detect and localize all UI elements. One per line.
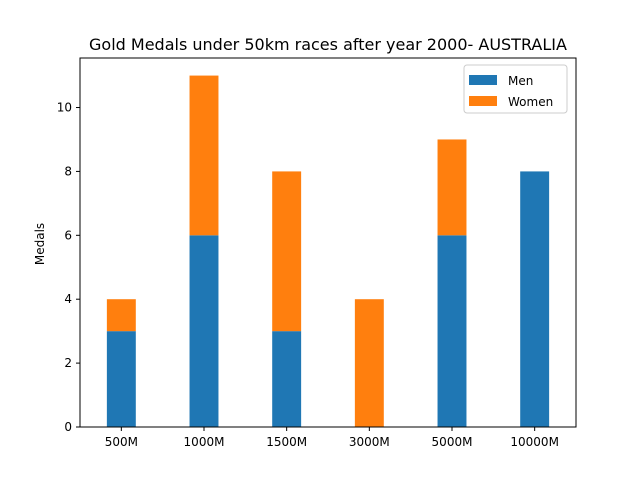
y-tick-label: 2	[64, 356, 72, 370]
y-tick-label: 10	[57, 101, 72, 115]
y-axis-label: Medals	[33, 223, 47, 265]
legend-swatch-women	[469, 96, 497, 106]
x-tick-label: 500M	[105, 435, 138, 449]
bar-women-1500m	[272, 171, 302, 332]
legend: Men Women	[463, 64, 568, 114]
bar-men-500m	[106, 331, 136, 427]
plot-frame	[79, 57, 577, 428]
x-tick-label: 5000M	[432, 435, 473, 449]
chart-title: Gold Medals under 50km races after year …	[89, 35, 567, 54]
x-tick-label: 10000M	[510, 435, 559, 449]
legend-label-women: Women	[508, 95, 553, 109]
bars-group	[106, 75, 550, 427]
bar-men-1500m	[272, 331, 302, 427]
x-tick-label: 1000M	[184, 435, 225, 449]
legend-label-men: Men	[508, 74, 533, 88]
x-tick-label: 3000M	[349, 435, 390, 449]
x-tick-label: 1500M	[266, 435, 307, 449]
bar-women-5000m	[437, 139, 467, 236]
y-tick-label: 8	[64, 164, 72, 178]
bar-women-3000m	[354, 299, 384, 427]
y-tick-label: 4	[64, 292, 72, 306]
bar-women-500m	[106, 299, 136, 332]
y-tick-label: 0	[64, 420, 72, 434]
legend-swatch-men	[469, 75, 497, 85]
bar-men-10000m	[520, 171, 550, 427]
bar-men-5000m	[437, 235, 467, 427]
bar-women-1000m	[189, 75, 219, 236]
bar-men-1000m	[189, 235, 219, 427]
y-tick-label: 6	[64, 228, 72, 242]
axes-group: 500M 1000M 1500M 3000M 5000M 10000M 0 2 4 6 8 10	[57, 57, 577, 449]
